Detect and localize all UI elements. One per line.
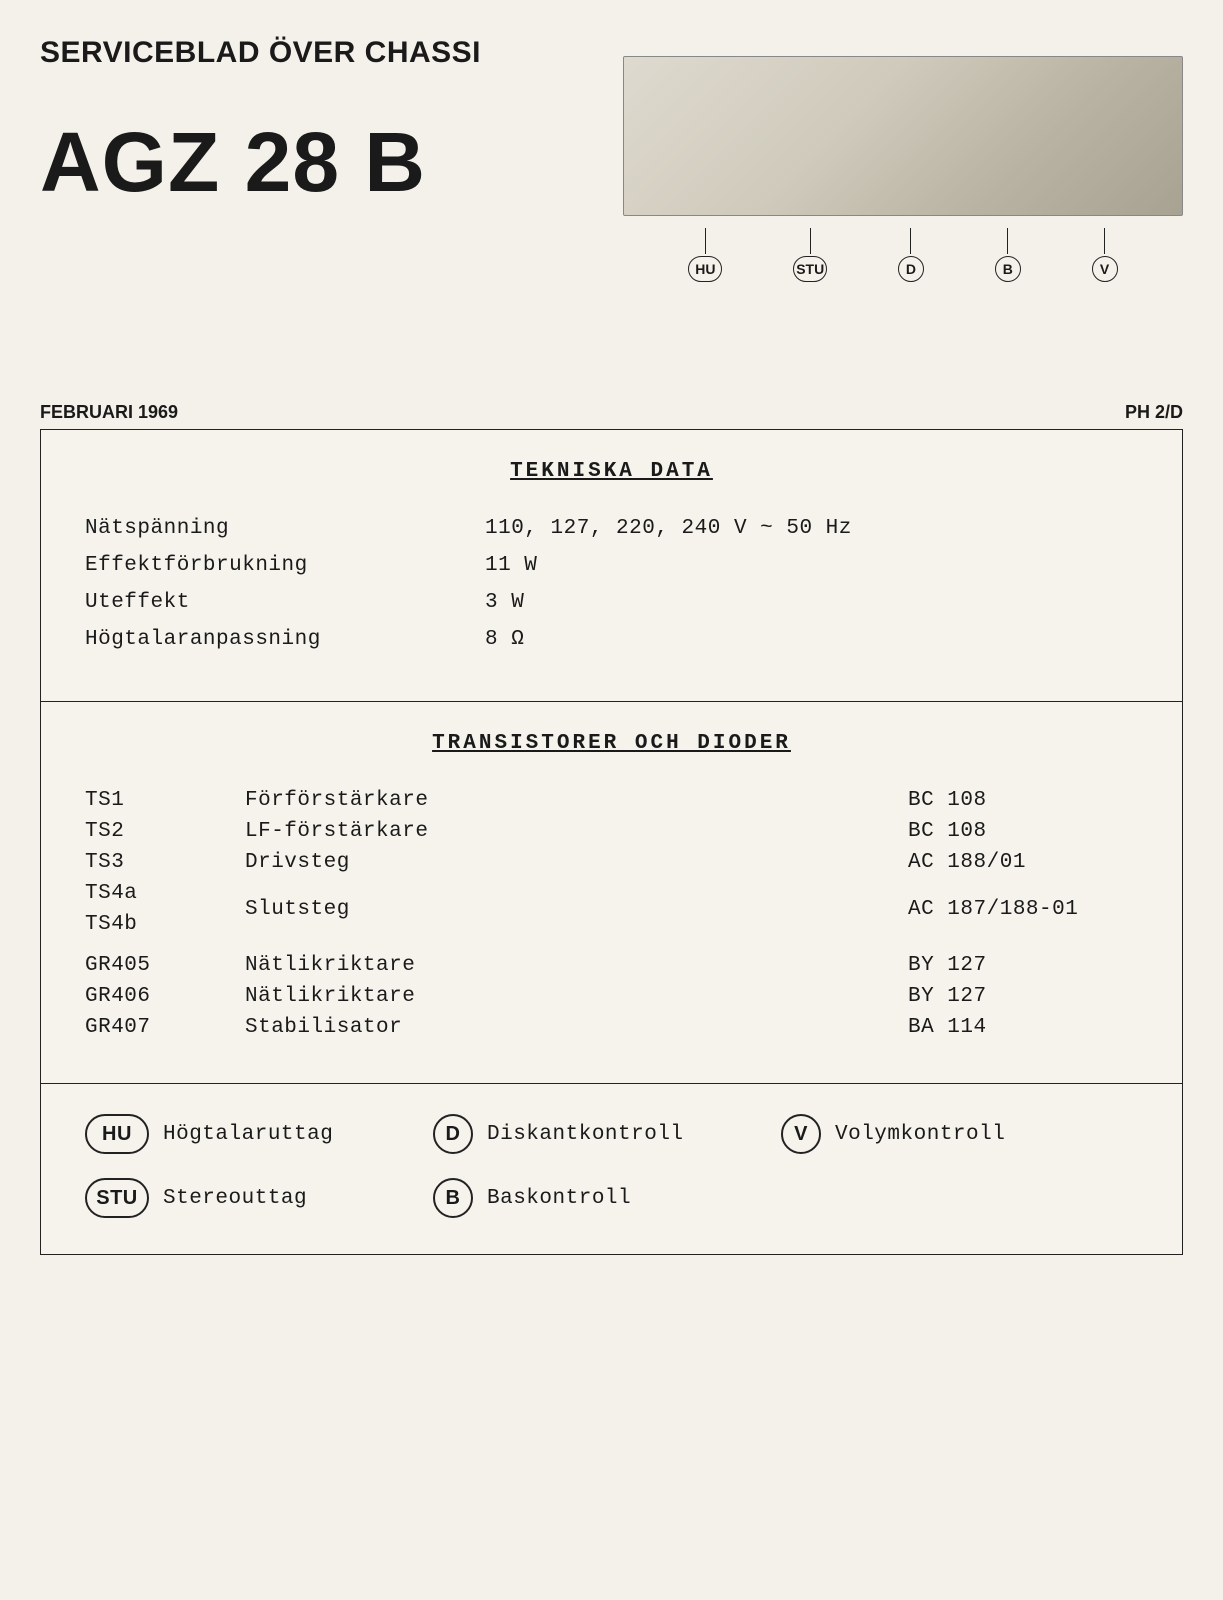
legend-symbol: HU <box>85 1114 149 1154</box>
component-part: BY 127 <box>908 954 1138 977</box>
spec-rows: Nätspänning110, 127, 220, 240 V ~ 50 HzE… <box>85 517 1138 651</box>
transistor-rows: TS1FörförstärkareBC 108TS2LF-förstärkare… <box>85 789 1138 1039</box>
legend-item: HU Högtalaruttag <box>85 1114 385 1154</box>
component-desc: Förförstärkare <box>245 789 908 812</box>
chassi-label: D <box>898 228 924 282</box>
component-part: BY 127 <box>908 985 1138 1008</box>
legend-section: HU Högtalaruttag D Diskantkontroll V Volymkon… <box>41 1083 1182 1254</box>
transistor-group-row: TS4a TS4bSlutstegAC 187/188-01 <box>85 882 1138 936</box>
spec-value: 110, 127, 220, 240 V ~ 50 Hz <box>485 517 1138 540</box>
component-desc: Slutsteg <box>245 898 908 921</box>
spec-label: Högtalaranpassning <box>85 628 485 651</box>
component-desc: Stabilisator <box>245 1016 908 1039</box>
spec-row: Nätspänning110, 127, 220, 240 V ~ 50 Hz <box>85 517 1138 540</box>
lead-line <box>705 228 706 254</box>
chassi-label: HU <box>688 228 722 282</box>
spec-row: Högtalaranpassning8 Ω <box>85 628 1138 651</box>
component-desc: Nätlikriktare <box>245 985 908 1008</box>
spec-row: Effektförbrukning11 W <box>85 554 1138 577</box>
tekniska-data-section: TEKNISKA DATA Nätspänning110, 127, 220, … <box>41 430 1182 701</box>
date-row: FEBRUARI 1969 PH 2/D <box>40 402 1183 423</box>
legend-symbol: D <box>433 1114 473 1154</box>
chassi-symbol: V <box>1092 256 1118 282</box>
component-ref-group: TS4a TS4b <box>85 882 245 936</box>
component-ref: TS1 <box>85 789 245 812</box>
component-ref: TS3 <box>85 851 245 874</box>
legend-item: STU Stereouttag <box>85 1178 385 1218</box>
component-ref: TS2 <box>85 820 245 843</box>
spec-label: Uteffekt <box>85 591 485 614</box>
component-desc: Drivsteg <box>245 851 908 874</box>
legend-item: B Baskontroll <box>433 1178 733 1218</box>
transistors-section: TRANSISTORER OCH DIODER TS1Förförstärkar… <box>41 701 1182 1083</box>
model-number: AGZ 28 B <box>40 120 623 204</box>
component-ref: GR405 <box>85 954 245 977</box>
legend: HU Högtalaruttag D Diskantkontroll V Volymkon… <box>85 1114 1138 1218</box>
header-row: SERVICEBLAD ÖVER CHASSI AGZ 28 B HU STU D B… <box>40 36 1183 282</box>
data-box: TEKNISKA DATA Nätspänning110, 127, 220, … <box>40 429 1183 1255</box>
transistor-row: GR407StabilisatorBA 114 <box>85 1016 1138 1039</box>
component-part: AC 188/01 <box>908 851 1138 874</box>
spec-label: Nätspänning <box>85 517 485 540</box>
legend-symbol: STU <box>85 1178 149 1218</box>
component-part: AC 187/188-01 <box>908 898 1138 921</box>
transistor-row: TS2LF-förstärkareBC 108 <box>85 820 1138 843</box>
legend-symbol: B <box>433 1178 473 1218</box>
tekniska-heading: TEKNISKA DATA <box>85 460 1138 483</box>
component-ref: TS4b <box>85 913 245 936</box>
document-title: SERVICEBLAD ÖVER CHASSI <box>40 36 623 70</box>
transistor-row: GR405NätlikriktareBY 127 <box>85 954 1138 977</box>
component-part: BC 108 <box>908 820 1138 843</box>
transistor-row: TS1FörförstärkareBC 108 <box>85 789 1138 812</box>
spec-value: 8 Ω <box>485 628 1138 651</box>
legend-label: Baskontroll <box>487 1187 631 1210</box>
chassi-symbol: B <box>995 256 1021 282</box>
chassi-figure: HU STU D B V <box>623 56 1183 282</box>
chassi-symbol: HU <box>688 256 722 282</box>
legend-label: Stereouttag <box>163 1187 307 1210</box>
legend-item: V Volymkontroll <box>781 1114 1081 1154</box>
component-ref: TS4a <box>85 882 245 905</box>
component-desc: LF-förstärkare <box>245 820 908 843</box>
legend-item: D Diskantkontroll <box>433 1114 733 1154</box>
doc-code: PH 2/D <box>1125 402 1183 423</box>
chassi-label: V <box>1092 228 1118 282</box>
component-ref: GR406 <box>85 985 245 1008</box>
transistor-row: GR406NätlikriktareBY 127 <box>85 985 1138 1008</box>
legend-label: Volymkontroll <box>835 1123 1005 1146</box>
legend-label: Högtalaruttag <box>163 1123 333 1146</box>
component-desc: Nätlikriktare <box>245 954 908 977</box>
legend-symbol: V <box>781 1114 821 1154</box>
transistors-heading: TRANSISTORER OCH DIODER <box>85 732 1138 755</box>
spec-value: 11 W <box>485 554 1138 577</box>
component-ref: GR407 <box>85 1016 245 1039</box>
chassi-photo-placeholder <box>623 56 1183 216</box>
lead-line <box>910 228 911 254</box>
legend-label: Diskantkontroll <box>487 1123 684 1146</box>
chassi-label-row: HU STU D B V <box>623 216 1183 282</box>
spec-value: 3 W <box>485 591 1138 614</box>
chassi-symbol: STU <box>793 256 827 282</box>
spec-label: Effektförbrukning <box>85 554 485 577</box>
issue-date: FEBRUARI 1969 <box>40 402 178 423</box>
component-part: BC 108 <box>908 789 1138 812</box>
spec-row: Uteffekt3 W <box>85 591 1138 614</box>
chassi-label: STU <box>793 228 827 282</box>
lead-line <box>1007 228 1008 254</box>
chassi-symbol: D <box>898 256 924 282</box>
lead-line <box>1104 228 1105 254</box>
component-part: BA 114 <box>908 1016 1138 1039</box>
header-left: SERVICEBLAD ÖVER CHASSI AGZ 28 B <box>40 36 623 204</box>
chassi-label: B <box>995 228 1021 282</box>
lead-line <box>810 228 811 254</box>
transistor-row: TS3DrivstegAC 188/01 <box>85 851 1138 874</box>
